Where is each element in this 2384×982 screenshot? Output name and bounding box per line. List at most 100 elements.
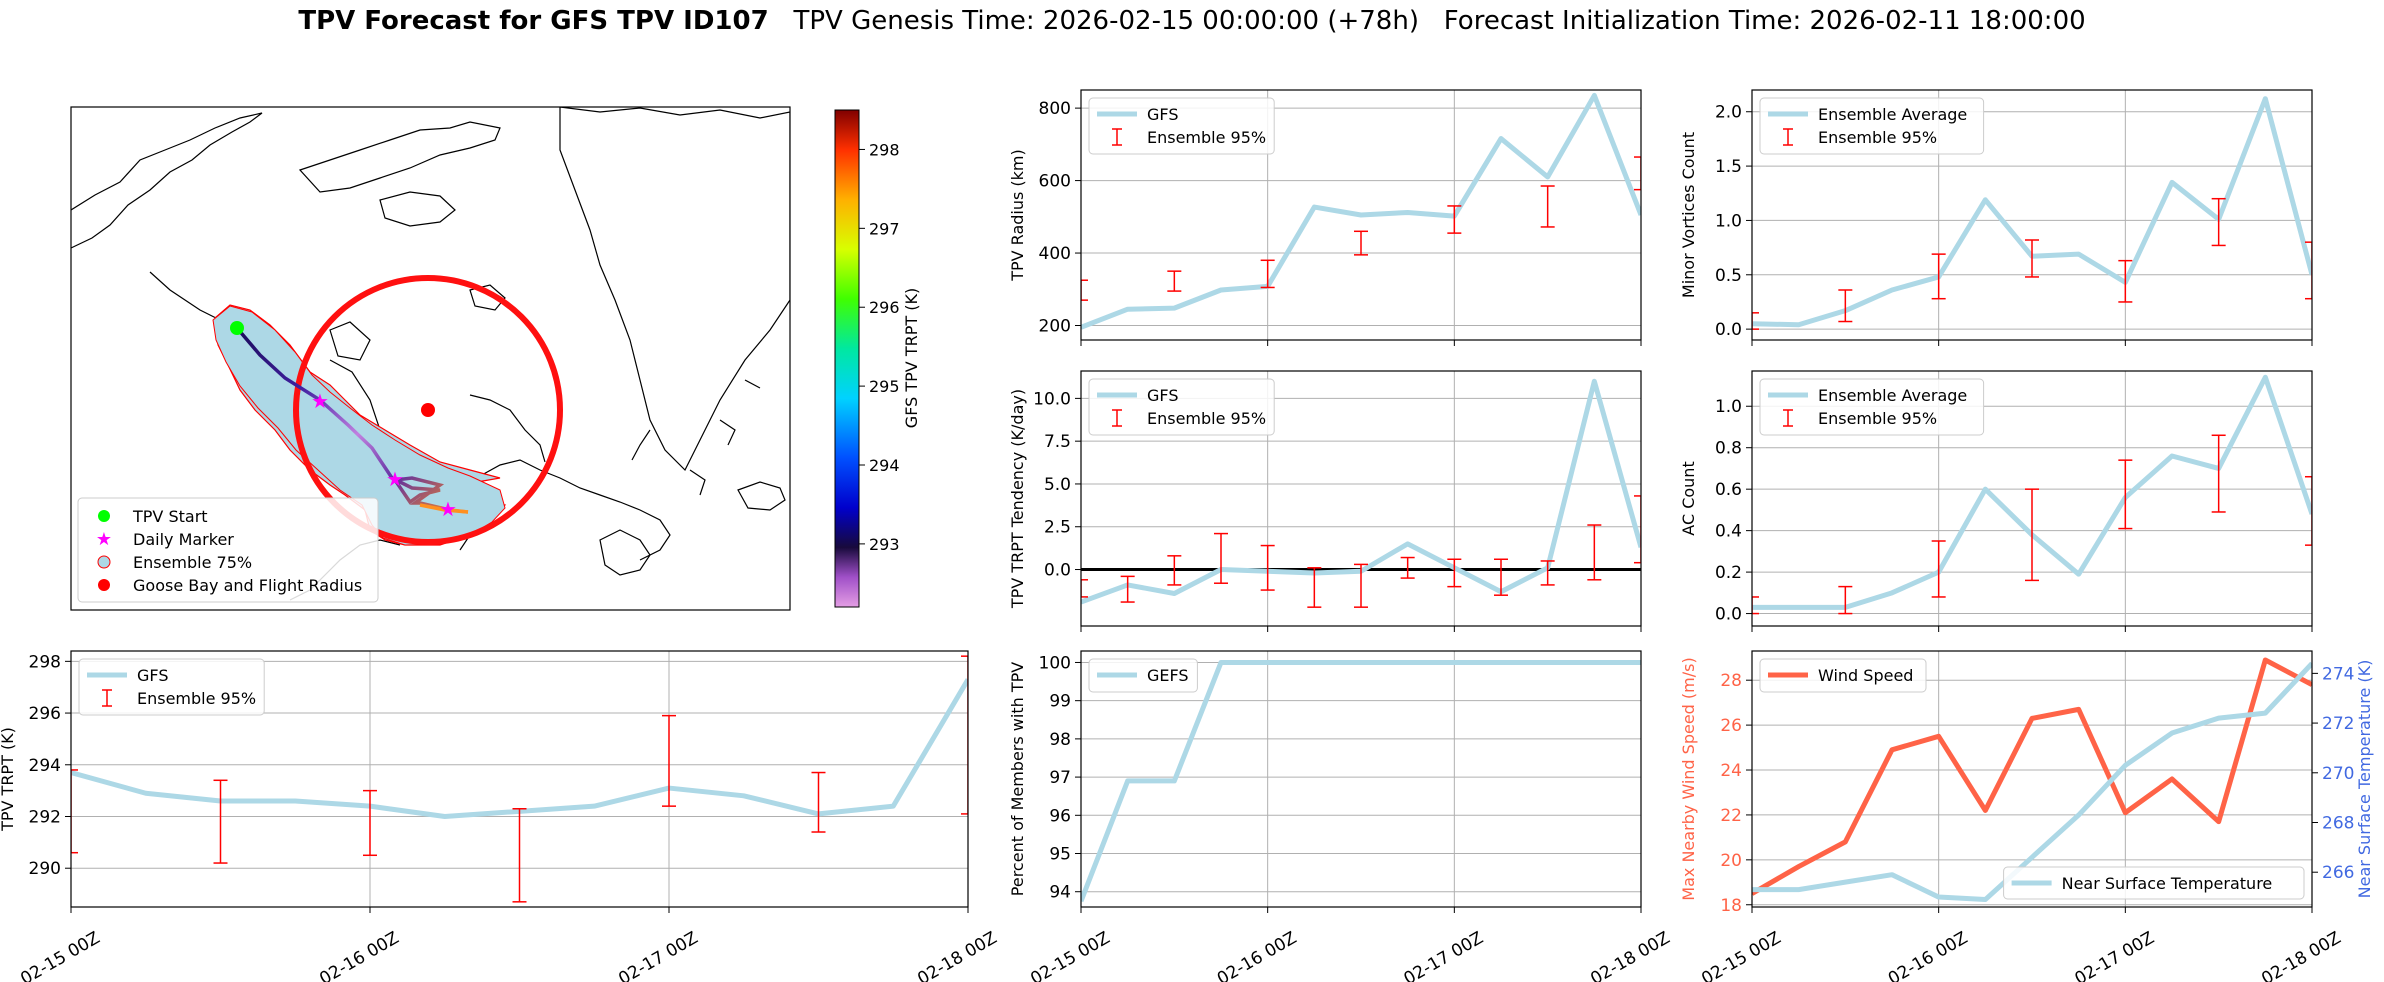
radius-plot	[1081, 92, 1641, 330]
trpt-legend-label-1: Ensemble 95%	[137, 689, 256, 708]
tendency-legend-label-1: Ensemble 95%	[1147, 409, 1266, 428]
radius-errorbar-5	[1540, 185, 1555, 228]
trpt-errorbar-3	[512, 807, 527, 903]
legend-daily-label: Daily Marker	[133, 530, 234, 549]
radius-errorbar-6	[1634, 156, 1641, 191]
tendency-errorbar-11	[1587, 524, 1602, 581]
legend-start-label: TPV Start	[132, 507, 208, 526]
tendency-errorbar-6	[1354, 563, 1368, 608]
ac-ylabel: AC Count	[1679, 461, 1698, 535]
percent-legend: GEFS	[1088, 658, 1198, 693]
coastline-island-3	[329, 321, 371, 361]
coastline-greenland	[559, 107, 790, 472]
wind-xtick-label-0: 02-15 00Z	[1698, 928, 1784, 982]
tendency-errorbar-12	[1634, 495, 1641, 564]
legend-goose-label: Goose Bay and Flight Radius	[133, 576, 362, 595]
minor-ytick-label-2: 1.0	[1715, 211, 1742, 231]
colorbar: 293 294 295 296 297 298 GFS TPV TRPT (K)	[834, 109, 921, 608]
colorbar-label: GFS TPV TRPT (K)	[902, 288, 921, 428]
trpt-ytick-label-1: 292	[29, 807, 61, 827]
wind-ytick-label-3: 24	[1720, 761, 1742, 781]
percent-legend-label-0: GEFS	[1147, 666, 1189, 685]
tendency-ytick-label-1: 2.5	[1044, 518, 1071, 538]
radius-ytick-label-0: 200	[1039, 317, 1071, 337]
minor-legend: Ensemble Average Ensemble 95%	[1759, 97, 1985, 155]
percent-ylabel: Percent of Members with TPV	[1008, 662, 1027, 896]
wind-ytick-label-5: 28	[1720, 671, 1742, 691]
tpv-track	[235, 326, 469, 514]
map-panel: ★ ★ ★ TPV Start ★ Daily Marker Ensemble …	[70, 106, 921, 611]
percent-ytick-label-4: 98	[1049, 730, 1071, 750]
radius-errorbar-2	[1260, 259, 1275, 289]
tendency-ytick-label-0: 0.0	[1044, 561, 1071, 581]
daily-marker-1: ★	[311, 389, 329, 413]
trpt-ytick-label-0: 290	[29, 859, 61, 879]
trpt-xtick-label-3: 02-18 00Z	[914, 928, 1000, 982]
chart-wind: 18 20 22 24 26 28 Max Nearby Wind Speed (m/s) 2…	[1679, 650, 2374, 982]
percent-xtick-label-3: 02-18 00Z	[1587, 928, 1673, 982]
trpt-errorbar-4	[662, 714, 676, 807]
trpt-legend: GFS Ensemble 95%	[78, 658, 265, 716]
map-legend: TPV Start ★ Daily Marker Ensemble 75% Go…	[77, 497, 379, 603]
goose-bay-marker	[421, 403, 435, 417]
trpt-errorbar-6	[961, 655, 968, 815]
ensemble-75-envelope-main	[212, 305, 506, 546]
percent-ytick-label-5: 99	[1049, 692, 1071, 712]
tendency-ytick-label-4: 10.0	[1033, 389, 1071, 409]
wind-series-1	[1752, 661, 2312, 903]
radius-frame	[1080, 89, 1642, 341]
radius-series-0	[1081, 92, 1641, 330]
wind-ytick-label-1: 20	[1720, 851, 1742, 871]
wind-y2tick-label-0: 266	[2322, 863, 2354, 883]
wind-series-0	[1752, 657, 2312, 896]
minor-errorbar-3	[2025, 239, 2039, 278]
minor-errorbar-5	[2211, 197, 2226, 247]
trpt-xtick-label-2: 02-17 00Z	[615, 928, 701, 982]
tendency-errorbar-10	[1540, 560, 1555, 586]
wind-y2tick-label-2: 270	[2322, 764, 2354, 784]
map-border	[70, 106, 791, 611]
ac-errorbar-0	[1752, 596, 1759, 615]
wind-frame	[1751, 650, 2313, 908]
wind-legend: Wind Speed	[1759, 658, 1927, 693]
minor-errorbar-1	[1838, 289, 1853, 323]
trpt-errorbar-5	[811, 771, 826, 833]
trpt-frame	[70, 650, 969, 908]
radius-ylabel: TPV Radius (km)	[1008, 149, 1027, 282]
figure-title: TPV Forecast for GFS TPV ID107 TPV Genes…	[0, 6, 2384, 36]
colorbar-tick-label-4: 297	[869, 219, 900, 238]
tendency-ytick-label-2: 5.0	[1044, 475, 1071, 495]
radius-legend: GFS Ensemble 95%	[1088, 97, 1275, 155]
tendency-plot	[1081, 378, 1641, 608]
ac-errorbar-3	[2025, 488, 2039, 582]
ac-legend: Ensemble Average Ensemble 95%	[1759, 378, 1985, 436]
ac-ytick-label-1: 0.2	[1715, 563, 1742, 583]
ac-ytick-label-0: 0.0	[1715, 605, 1742, 625]
ac-errorbar-4	[2118, 459, 2133, 530]
wind-ytick-label-4: 26	[1720, 716, 1742, 736]
tendency-errorbar-5	[1307, 567, 1322, 608]
radius-ytick-label-3: 800	[1039, 99, 1071, 119]
tendency-errorbar-2	[1167, 555, 1182, 586]
tendency-ylabel: TPV TRPT Tendency (K/day)	[1008, 389, 1027, 609]
tendency-legend-label-0: GFS	[1147, 386, 1178, 405]
wind-xtick-label-2: 02-17 00Z	[2072, 928, 2158, 982]
trpt-ylabel: TPV TRPT (K)	[0, 727, 17, 832]
minor-ytick-label-0: 0.0	[1715, 320, 1742, 340]
minor-ytick-label-1: 0.5	[1715, 266, 1742, 286]
legend-ensemble-label: Ensemble 75%	[133, 553, 252, 572]
wind-y2tick-label-4: 274	[2322, 664, 2354, 684]
chart-tendency: 0.0 2.5 5.0 7.5 10.0 TPV TRPT Tendency (K/day…	[1008, 370, 1642, 632]
trpt-ytick-label-4: 298	[29, 652, 61, 672]
minor-legend-box	[1759, 97, 1985, 155]
colorbar-tick-label-3: 296	[869, 298, 900, 317]
coastline-newfoundland	[599, 529, 651, 576]
trpt-legend-label-0: GFS	[137, 666, 168, 685]
daily-marker-2: ★	[386, 467, 404, 491]
radius-errorbar-4	[1447, 205, 1462, 234]
legend-daily-swatch: ★	[96, 529, 112, 550]
tendency-ytick-label-3: 7.5	[1044, 432, 1071, 452]
ac-errorbar-5	[2211, 434, 2226, 513]
coastline-island-4	[469, 284, 506, 311]
